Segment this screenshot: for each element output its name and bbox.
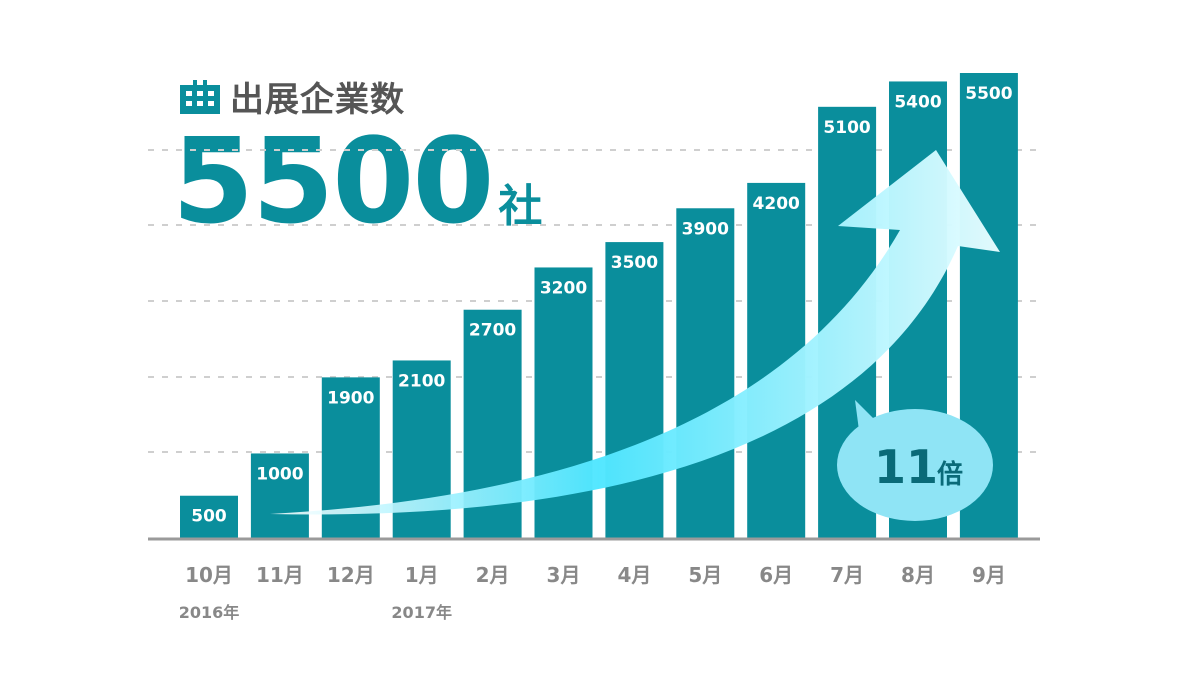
x-tick-label: 6月: [759, 563, 793, 587]
bar: [180, 495, 238, 538]
x-tick-label: 9月: [972, 563, 1006, 587]
x-tick-label: 12月: [327, 563, 375, 587]
year-label: 2017年: [391, 603, 452, 622]
bar-value-label: 4200: [753, 194, 800, 214]
x-tick-label: 3月: [547, 563, 581, 587]
x-tick-label: 4月: [617, 563, 651, 587]
bar: [250, 453, 309, 538]
x-tick-label: 10月: [185, 563, 233, 587]
x-tick-label: 2月: [476, 563, 510, 587]
x-tick-label: 7月: [830, 563, 864, 587]
x-tick-label: 11月: [256, 563, 304, 587]
bar: [605, 242, 664, 538]
year-label: 2016年: [179, 603, 240, 622]
bar-value-label: 1000: [256, 464, 303, 484]
annotation-unit: 倍: [937, 459, 963, 490]
total-unit: 社: [498, 181, 543, 232]
bar-value-label: 5100: [823, 118, 870, 138]
growth-arrow: 11倍: [270, 150, 1000, 521]
bar: [676, 208, 735, 539]
bar-value-label: 500: [191, 507, 227, 527]
x-tick-label: 1月: [405, 563, 439, 587]
bar-value-label: 2100: [398, 371, 445, 391]
annotation-bubble: [837, 409, 993, 521]
bar-value-label: 5400: [894, 92, 941, 112]
building-icon: [180, 79, 220, 114]
arrow-shape: [270, 150, 1000, 515]
bar-value-label: 3500: [611, 253, 658, 273]
bar-value-label: 5500: [965, 84, 1012, 104]
bar-value-label: 3200: [540, 278, 587, 298]
chart-title: 出展企業数: [230, 80, 405, 120]
total-value: 5500: [172, 112, 494, 250]
x-tick-label: 8月: [901, 563, 935, 587]
x-tick-label: 5月: [688, 563, 722, 587]
total-display: 5500 社: [172, 122, 542, 240]
bar-value-label: 1900: [327, 388, 374, 408]
bar-value-label: 2700: [469, 321, 516, 341]
bar-value-label: 3900: [682, 219, 729, 239]
annotation-value: 11: [874, 440, 938, 494]
chart-title-row: 出展企業数: [180, 72, 405, 121]
x-axis: 10月 11月 12月 1月 2月 3月 4月 5月 6月 7月 8月 9月 2016年 2017年: [148, 537, 1040, 622]
